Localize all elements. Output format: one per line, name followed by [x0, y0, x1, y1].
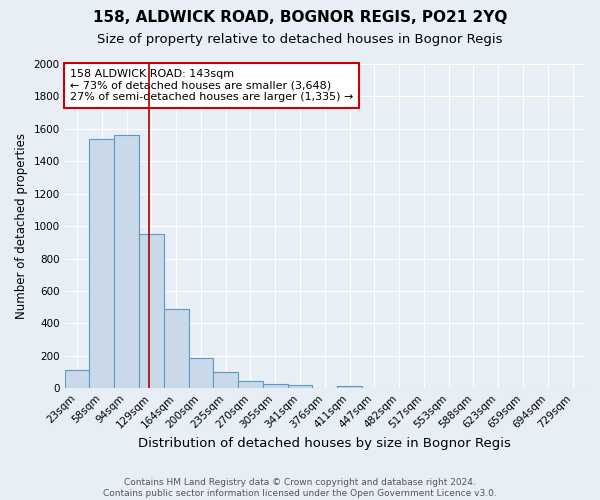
Text: 158 ALDWICK ROAD: 143sqm
← 73% of detached houses are smaller (3,648)
27% of sem: 158 ALDWICK ROAD: 143sqm ← 73% of detach… [70, 69, 353, 102]
Bar [139, 234, 164, 388]
Bar [287, 385, 313, 388]
Bar [263, 384, 287, 388]
Bar [89, 138, 114, 388]
Bar [238, 381, 263, 388]
Bar [337, 386, 362, 388]
Bar [214, 372, 238, 388]
Bar [114, 136, 139, 388]
X-axis label: Distribution of detached houses by size in Bognor Regis: Distribution of detached houses by size … [139, 437, 511, 450]
Bar [65, 370, 89, 388]
Bar [164, 309, 188, 388]
Y-axis label: Number of detached properties: Number of detached properties [15, 133, 28, 319]
Text: 158, ALDWICK ROAD, BOGNOR REGIS, PO21 2YQ: 158, ALDWICK ROAD, BOGNOR REGIS, PO21 2Y… [93, 10, 507, 25]
Text: Size of property relative to detached houses in Bognor Regis: Size of property relative to detached ho… [97, 32, 503, 46]
Text: Contains HM Land Registry data © Crown copyright and database right 2024.
Contai: Contains HM Land Registry data © Crown c… [103, 478, 497, 498]
Bar [188, 358, 214, 388]
